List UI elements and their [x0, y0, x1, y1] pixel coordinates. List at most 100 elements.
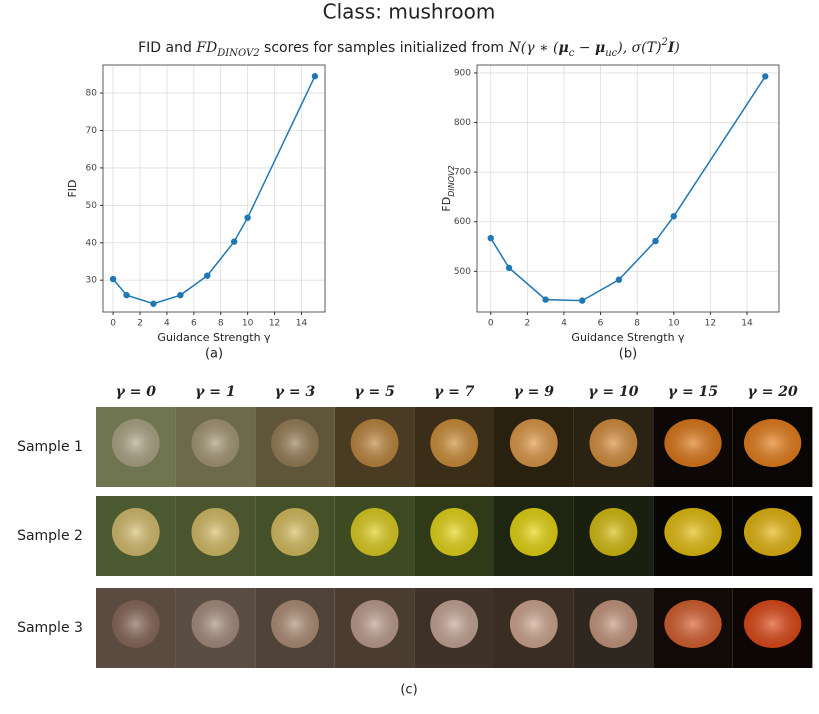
sample-shade	[111, 600, 160, 648]
point	[244, 214, 251, 221]
y-axis-label: FDDINOV2	[440, 165, 456, 211]
sample-shade	[271, 419, 319, 467]
point	[542, 296, 549, 303]
x-tick-label: 14	[741, 319, 753, 329]
column-label: γ = 5	[354, 384, 394, 400]
sample-shade	[509, 600, 558, 648]
sample-shade	[430, 419, 479, 467]
subtitle-part: DINOV2	[216, 48, 259, 59]
sample-shade	[430, 600, 479, 648]
point	[230, 238, 238, 245]
x-tick-label: 6	[598, 319, 604, 329]
subtitle-part: FD	[195, 40, 217, 56]
row-label: Sample 2	[17, 528, 83, 544]
sample-shade	[350, 419, 399, 467]
y-axis-label-main: FD	[440, 197, 453, 212]
x-tick-label: 12	[705, 319, 716, 329]
subtitle-part: −	[574, 40, 595, 56]
x-axis-label: Guidance Strength γ	[157, 331, 271, 344]
sample-shade	[589, 419, 638, 467]
column-label: γ = 10	[588, 384, 638, 400]
point	[670, 213, 677, 220]
column-label: γ = 7	[434, 384, 475, 400]
y-axis-label-sub: DINOV2	[447, 165, 456, 196]
x-axis-label: Guidance Strength γ	[571, 331, 685, 344]
point	[505, 264, 513, 272]
line	[112, 75, 316, 305]
y-tick-label: 60	[86, 163, 98, 173]
y-tick-label: 900	[454, 68, 471, 78]
point	[579, 297, 586, 304]
x-tick-label: 8	[218, 319, 224, 329]
sample-shade	[743, 508, 802, 556]
y-tick-label: 700	[454, 168, 471, 178]
column-label: γ = 9	[514, 384, 555, 400]
y-tick-label: 50	[86, 201, 98, 211]
y-tick-label: 80	[86, 89, 98, 99]
column-label: γ = 0	[116, 384, 157, 400]
subtitle-part: 2	[660, 37, 667, 48]
caption: (b)	[619, 347, 637, 362]
y-axis-label-main: FID	[66, 179, 79, 197]
y-tick-label: 40	[86, 238, 98, 248]
subtitle-part: scores for samples initialized from	[260, 40, 509, 56]
x-tick-label: 8	[634, 319, 640, 329]
subtitle-part: N(γ ∗ (	[508, 40, 559, 56]
row-label: Sample 3	[17, 620, 83, 636]
point	[615, 276, 623, 283]
x-tick-label: 12	[269, 319, 280, 329]
y-tick-label: 70	[86, 126, 98, 136]
subtitle-part: c	[569, 48, 575, 59]
sample-shade	[271, 508, 319, 556]
sample-shade	[509, 508, 558, 556]
y-axis-label: FID	[66, 179, 79, 197]
point	[487, 234, 494, 242]
sample-shade	[664, 508, 722, 556]
caption: (c)	[400, 683, 417, 698]
subtitle-part: ), σ(T)	[616, 40, 661, 56]
plot-frame	[476, 64, 780, 313]
sample-shade	[664, 419, 722, 467]
x-tick-label: 4	[164, 319, 170, 329]
sample-shade	[430, 508, 479, 556]
subtitle-part: μ	[558, 40, 568, 56]
point	[204, 272, 211, 279]
sample-shade	[589, 600, 638, 648]
sample-shade	[743, 419, 802, 467]
sample-shade	[350, 508, 399, 556]
sample-shade	[111, 508, 160, 556]
column-label: γ = 3	[275, 384, 316, 400]
x-tick-label: 0	[110, 319, 116, 329]
caption: (a)	[205, 347, 223, 362]
x-tick-label: 4	[561, 319, 567, 329]
sample-shade	[509, 419, 558, 467]
x-tick-label: 6	[191, 319, 197, 329]
y-tick-label: 500	[454, 267, 471, 277]
subtitle-part: )	[673, 40, 679, 56]
point	[150, 300, 157, 307]
point	[109, 275, 117, 283]
x-tick-label: 10	[242, 319, 254, 329]
y-tick-label: 600	[454, 217, 471, 227]
column-label: γ = 20	[747, 384, 797, 400]
x-tick-label: 2	[524, 319, 530, 329]
plot-frame	[102, 64, 326, 313]
x-tick-label: 10	[668, 319, 680, 329]
column-label: γ = 15	[668, 384, 718, 400]
title: Class: mushroom	[323, 0, 496, 24]
sample-shade	[111, 419, 160, 467]
subtitle-part: FID and	[138, 40, 196, 56]
sample-shade	[664, 600, 722, 648]
point	[123, 291, 130, 299]
y-tick-label: 800	[454, 118, 471, 128]
sample-shade	[589, 508, 638, 556]
sample-shade	[191, 419, 240, 467]
y-tick-label: 30	[86, 276, 98, 286]
x-tick-label: 0	[488, 319, 494, 329]
subtitle: FID and FDDINOV2 scores for samples init…	[138, 37, 680, 59]
sample-shade	[350, 600, 399, 648]
subtitle-part: uc	[605, 48, 617, 59]
point	[311, 73, 319, 80]
row-label: Sample 1	[17, 439, 83, 455]
point	[177, 291, 184, 299]
